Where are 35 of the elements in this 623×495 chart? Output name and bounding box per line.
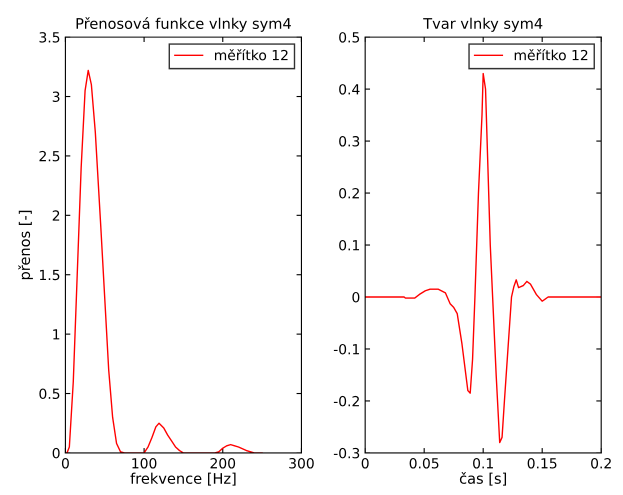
y-tick-label: -0.2 (334, 396, 359, 406)
y-tick-label: 0 (352, 292, 360, 302)
x-tick-label: 0.05 (410, 458, 438, 469)
y-tick-label: 0.1 (339, 240, 360, 250)
y-tick-label: 3 (52, 91, 60, 102)
chart-title: Přenosová funkce vlnky sym4 (76, 17, 291, 32)
y-tick-label: 0.2 (339, 188, 359, 199)
x-tick-label: 100 (132, 458, 156, 469)
x-tick-label: 0 (62, 458, 69, 469)
y-tick-label: 1 (53, 329, 60, 340)
chart-title: Tvar vlnky sym4 (423, 18, 542, 32)
x-tick-label: 0 (362, 458, 369, 469)
y-tick-label: 0.5 (39, 388, 60, 399)
x-axis-title: frekvence [Hz] (130, 472, 236, 486)
y-axis-title: přenos [-] (18, 210, 33, 280)
y-tick-label: 2.5 (39, 150, 60, 162)
legend-label: měřítko 12 (514, 49, 588, 60)
line-series (65, 70, 263, 453)
y-tick-label: 1.5 (40, 270, 60, 280)
x-tick-label: 200 (210, 458, 236, 469)
x-tick-label: 0.15 (528, 458, 556, 469)
y-tick-label: 0 (52, 448, 60, 458)
x-axis-title: čas [s] (460, 472, 506, 486)
y-tick-label: 0.4 (339, 84, 360, 95)
y-tick-label: 2 (52, 210, 60, 221)
y-tick-label: 3.5 (40, 32, 60, 43)
x-tick-label: 0.2 (591, 458, 611, 469)
y-tick-label: -0.1 (334, 344, 360, 354)
x-tick-label: 300 (289, 458, 314, 469)
y-tick-label: -0.3 (334, 448, 360, 458)
x-tick-label: 0.1 (473, 458, 493, 469)
y-tick-label: 0.3 (339, 136, 360, 147)
legend-label: měřítko 12 (214, 49, 288, 60)
y-tick-label: 0.5 (339, 32, 360, 43)
line-series (365, 72, 602, 444)
